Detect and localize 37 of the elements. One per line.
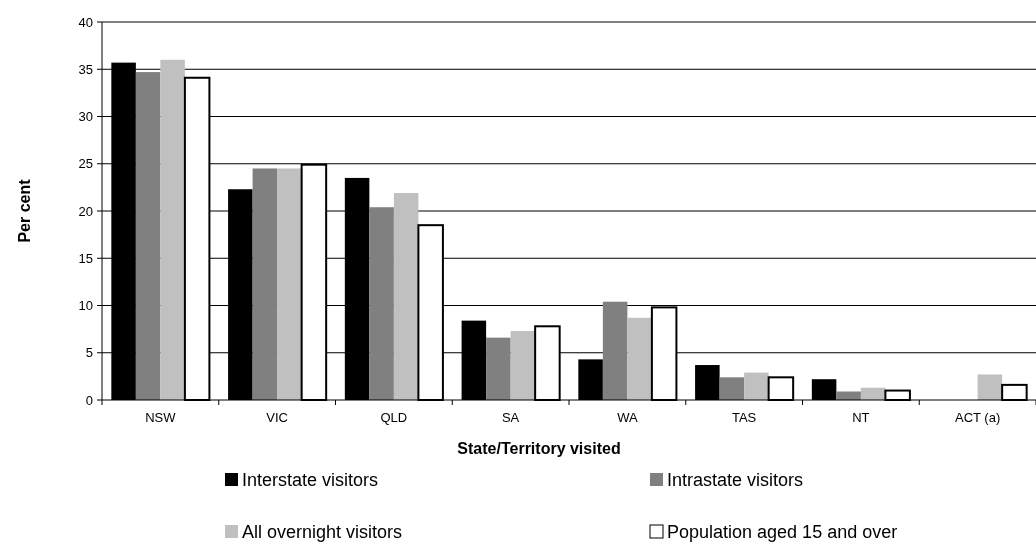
- x-tick-label: NT: [852, 410, 870, 425]
- y-tick-label: 0: [85, 392, 93, 408]
- x-tick-label: SA: [501, 410, 520, 425]
- bar: [836, 391, 861, 400]
- bar: [486, 337, 511, 400]
- bar: [135, 72, 161, 400]
- bar: [602, 301, 628, 400]
- legend-label: Intrastate visitors: [667, 470, 804, 491]
- y-tick-label: 35: [78, 61, 93, 77]
- bar: [719, 377, 745, 400]
- x-tick-label: WA: [617, 410, 638, 425]
- y-tick-label: 30: [78, 109, 93, 125]
- y-tick-label: 5: [85, 345, 93, 361]
- y-tick-label: 10: [78, 298, 93, 314]
- y-tick-label: 15: [78, 250, 93, 266]
- bar: [160, 59, 185, 400]
- legend-label: All overnight visitors: [242, 522, 403, 543]
- x-tick-label: ACT (a): [954, 410, 1001, 425]
- bar: [627, 317, 652, 400]
- bar: [252, 168, 278, 400]
- y-tick-label: 40: [78, 14, 93, 30]
- y-tick-label: 20: [78, 203, 93, 219]
- bar: [977, 374, 1003, 400]
- x-tick-label: VIC: [266, 410, 288, 425]
- y-tick-label: 25: [78, 156, 93, 172]
- bar: [277, 168, 302, 400]
- bar: [744, 372, 769, 400]
- bar: [393, 193, 419, 400]
- bar: [369, 207, 394, 400]
- bar: [510, 331, 536, 400]
- x-tick-label: NSW: [145, 410, 177, 425]
- x-axis-title: State/Territory visited: [457, 440, 621, 457]
- x-tick-label: QLD: [380, 410, 408, 425]
- x-tick-label: TAS: [731, 410, 757, 425]
- legend-label: Population aged 15 and over: [667, 522, 898, 543]
- y-axis-title: Per cent: [16, 178, 33, 243]
- legend-label: Interstate visitors: [242, 470, 379, 491]
